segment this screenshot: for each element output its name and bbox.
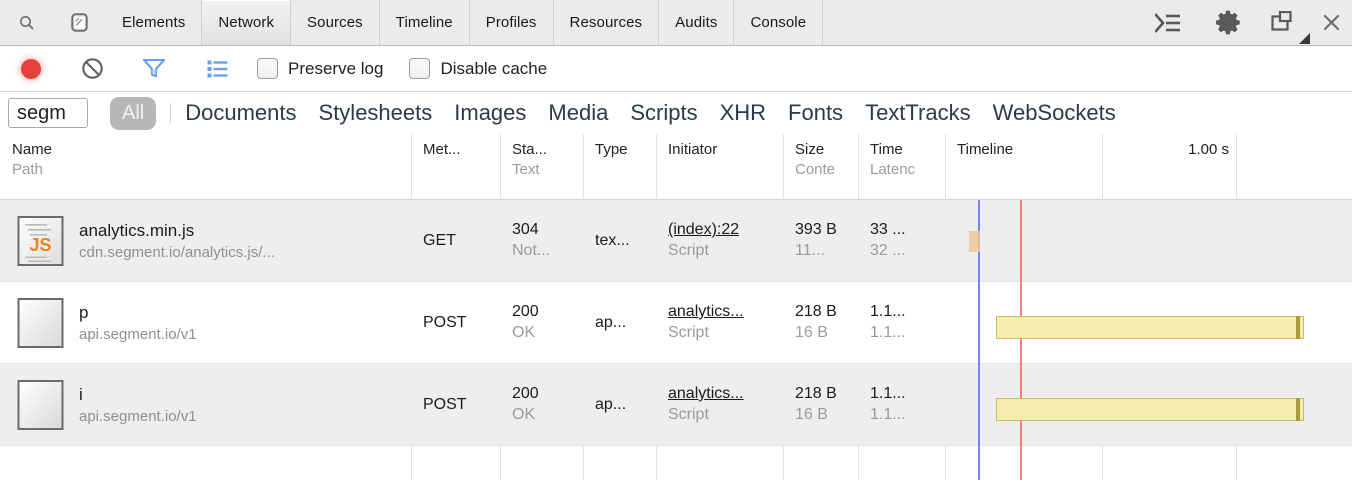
svg-text:JS: JS xyxy=(29,235,51,255)
